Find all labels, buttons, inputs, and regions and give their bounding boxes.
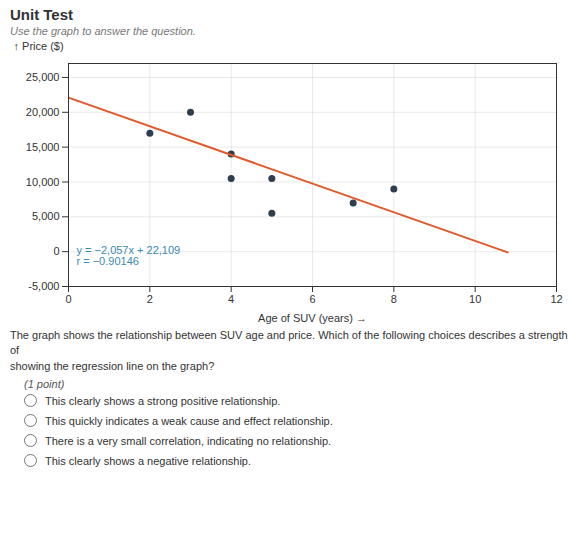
svg-text:-5,000: -5,000 — [28, 280, 59, 292]
svg-text:4: 4 — [228, 293, 234, 305]
svg-text:10,000: 10,000 — [26, 175, 60, 187]
svg-text:5,000: 5,000 — [32, 210, 60, 222]
svg-text:y = −2,057x + 22,109r = −0.901: y = −2,057x + 22,109r = −0.90146 — [77, 244, 181, 267]
html-text:This clearly shows a negative: This clearly shows a negative relationsh… — [45, 454, 251, 467]
svg-text:↑ Price ($): ↑ Price ($) — [14, 40, 64, 52]
svg-text:20,000: 20,000 — [26, 106, 60, 118]
svg-text:10: 10 — [469, 293, 481, 305]
html-text:Use the graph to answer the qu: Use the graph to answer the question. — [10, 25, 196, 37]
svg-text:0: 0 — [53, 245, 59, 257]
svg-text:8: 8 — [391, 293, 397, 305]
html-text:Unit Test: Unit Test — [10, 6, 74, 23]
svg-text:25,000: 25,000 — [26, 71, 60, 83]
svg-text:12: 12 — [550, 293, 562, 305]
svg-text:15,000: 15,000 — [26, 141, 60, 153]
html-text:This quickly indicates a weak: This quickly indicates a weak cause and … — [45, 414, 333, 427]
svg-text:0: 0 — [65, 293, 71, 305]
html-text:There is a very small correlat: There is a very small correlation, indic… — [45, 434, 332, 447]
html-text:This clearly shows a strong po: This clearly shows a strong positive rel… — [45, 394, 281, 407]
svg-text:Age of SUV (years) →: Age of SUV (years) → — [258, 312, 367, 324]
svg-text:6: 6 — [309, 293, 315, 305]
svg-text:2: 2 — [147, 293, 153, 305]
html-text:The graph shows the relationsh: The graph shows the relationship between… — [10, 329, 568, 372]
html-text:(1 point): (1 point) — [24, 378, 65, 391]
